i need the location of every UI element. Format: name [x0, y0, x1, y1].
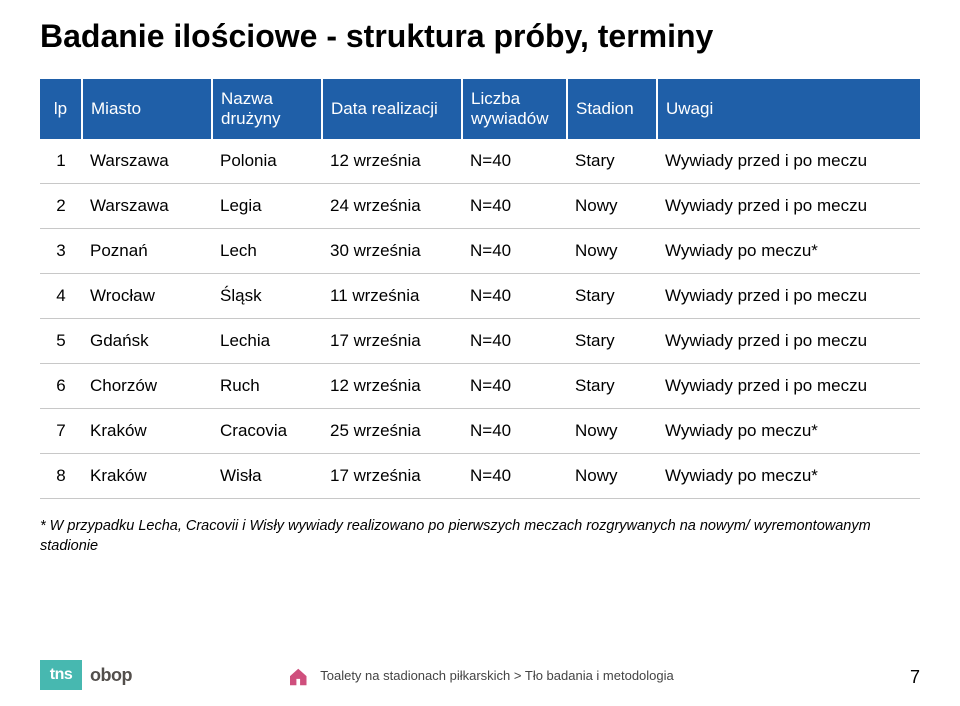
cell-druzyna: Lech [212, 229, 322, 274]
cell-druzyna: Lechia [212, 319, 322, 364]
table-row: 2 Warszawa Legia 24 września N=40 Nowy W… [40, 184, 920, 229]
table-row: 1 Warszawa Polonia 12 września N=40 Star… [40, 139, 920, 184]
tns-logo: tns [40, 660, 82, 690]
cell-lp: 2 [40, 184, 82, 229]
cell-data: 25 września [322, 409, 462, 454]
cell-miasto: Chorzów [82, 364, 212, 409]
cell-lp: 3 [40, 229, 82, 274]
cell-druzyna: Cracovia [212, 409, 322, 454]
cell-liczba: N=40 [462, 229, 567, 274]
cell-liczba: N=40 [462, 454, 567, 499]
cell-stadion: Nowy [567, 184, 657, 229]
table-row: 7 Kraków Cracovia 25 września N=40 Nowy … [40, 409, 920, 454]
page-number: 7 [910, 667, 920, 688]
cell-stadion: Stary [567, 139, 657, 184]
cell-druzyna: Legia [212, 184, 322, 229]
cell-stadion: Stary [567, 364, 657, 409]
cell-miasto: Poznań [82, 229, 212, 274]
cell-druzyna: Polonia [212, 139, 322, 184]
cell-druzyna: Ruch [212, 364, 322, 409]
obop-logo: obop [90, 665, 132, 686]
cell-uwagi: Wywiady przed i po meczu [657, 184, 920, 229]
cell-uwagi: Wywiady przed i po meczu [657, 364, 920, 409]
cell-uwagi: Wywiady przed i po meczu [657, 274, 920, 319]
cell-lp: 5 [40, 319, 82, 364]
cell-stadion: Stary [567, 319, 657, 364]
cell-data: 12 września [322, 139, 462, 184]
footnote-text: * W przypadku Lecha, Cracovii i Wisły wy… [40, 517, 920, 556]
cell-stadion: Nowy [567, 229, 657, 274]
page-title: Badanie ilościowe - struktura próby, ter… [40, 18, 920, 55]
col-header-liczba: Liczba wywiadów [462, 79, 567, 139]
table-row: 6 Chorzów Ruch 12 września N=40 Stary Wy… [40, 364, 920, 409]
cell-lp: 4 [40, 274, 82, 319]
table-row: 3 Poznań Lech 30 września N=40 Nowy Wywi… [40, 229, 920, 274]
col-header-data: Data realizacji [322, 79, 462, 139]
col-header-lp: lp [40, 79, 82, 139]
cell-druzyna: Wisła [212, 454, 322, 499]
col-header-miasto: Miasto [82, 79, 212, 139]
cell-lp: 7 [40, 409, 82, 454]
cell-liczba: N=40 [462, 274, 567, 319]
cell-miasto: Warszawa [82, 139, 212, 184]
cell-liczba: N=40 [462, 139, 567, 184]
sample-structure-table: lp Miasto Nazwa drużyny Data realizacji … [40, 79, 920, 499]
cell-miasto: Gdańsk [82, 319, 212, 364]
cell-stadion: Nowy [567, 409, 657, 454]
table-header-row: lp Miasto Nazwa drużyny Data realizacji … [40, 79, 920, 139]
cell-stadion: Stary [567, 274, 657, 319]
cell-liczba: N=40 [462, 409, 567, 454]
cell-uwagi: Wywiady przed i po meczu [657, 139, 920, 184]
footer-bar: tns obop 7 [40, 660, 920, 690]
table-row: 4 Wrocław Śląsk 11 września N=40 Stary W… [40, 274, 920, 319]
cell-lp: 8 [40, 454, 82, 499]
col-header-uwagi: Uwagi [657, 79, 920, 139]
cell-lp: 1 [40, 139, 82, 184]
cell-miasto: Kraków [82, 409, 212, 454]
cell-uwagi: Wywiady przed i po meczu [657, 319, 920, 364]
cell-miasto: Kraków [82, 454, 212, 499]
cell-miasto: Warszawa [82, 184, 212, 229]
cell-data: 17 września [322, 319, 462, 364]
cell-druzyna: Śląsk [212, 274, 322, 319]
cell-miasto: Wrocław [82, 274, 212, 319]
cell-uwagi: Wywiady po meczu* [657, 409, 920, 454]
table-row: 8 Kraków Wisła 17 września N=40 Nowy Wyw… [40, 454, 920, 499]
cell-data: 12 września [322, 364, 462, 409]
cell-data: 30 września [322, 229, 462, 274]
cell-data: 24 września [322, 184, 462, 229]
cell-data: 11 września [322, 274, 462, 319]
cell-lp: 6 [40, 364, 82, 409]
cell-data: 17 września [322, 454, 462, 499]
table-row: 5 Gdańsk Lechia 17 września N=40 Stary W… [40, 319, 920, 364]
cell-liczba: N=40 [462, 319, 567, 364]
col-header-stadion: Stadion [567, 79, 657, 139]
slide-page: Badanie ilościowe - struktura próby, ter… [0, 0, 960, 706]
logo-group: tns obop [40, 660, 132, 690]
table-body: 1 Warszawa Polonia 12 września N=40 Star… [40, 139, 920, 499]
cell-liczba: N=40 [462, 364, 567, 409]
col-header-druzyna: Nazwa drużyny [212, 79, 322, 139]
cell-uwagi: Wywiady po meczu* [657, 454, 920, 499]
cell-stadion: Nowy [567, 454, 657, 499]
cell-uwagi: Wywiady po meczu* [657, 229, 920, 274]
cell-liczba: N=40 [462, 184, 567, 229]
